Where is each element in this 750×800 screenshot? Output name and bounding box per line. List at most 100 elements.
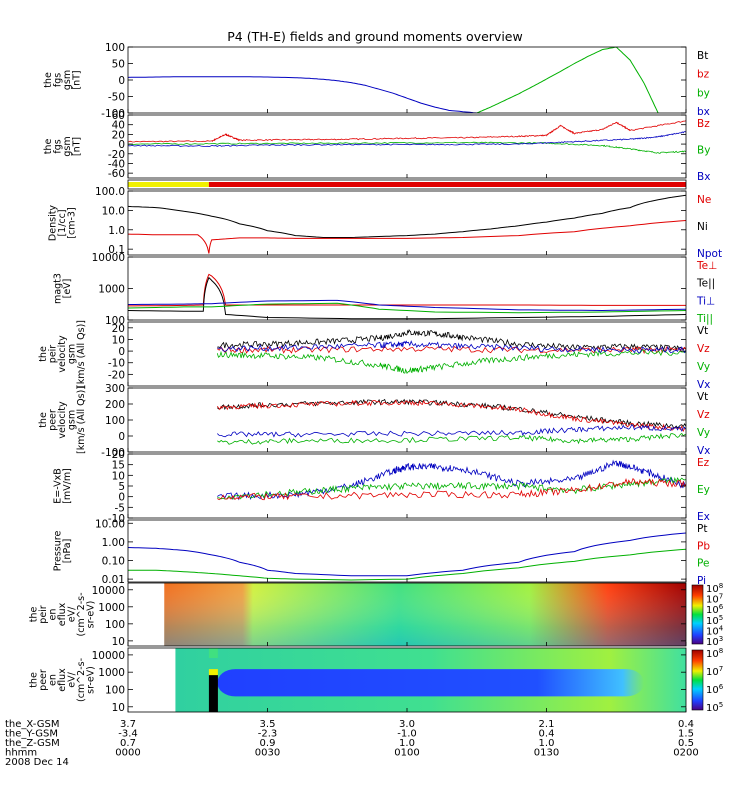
panel-frame <box>127 114 687 179</box>
y-axis-label-line: the <box>29 607 40 623</box>
panel-velocity_dsl: Vt Vz Vy Vx 300 200 100 0 -100 thepeervelocitygsm… <box>38 383 710 459</box>
series-line-Ti|| <box>128 302 686 314</box>
legend-entry: Ti⊥ <box>696 295 715 307</box>
y-axis-label-line: [cm-3] <box>67 207 78 238</box>
y-tick-label: -10 <box>108 358 125 370</box>
y-axis-label-line: peir <box>48 345 59 364</box>
y-axis-label-line: gsm <box>62 136 73 156</box>
legend-entry: Pi <box>697 575 706 587</box>
ephemeris-value: 0100 <box>394 748 419 759</box>
colorbar-tick-label: 106 <box>706 683 724 696</box>
y-tick-label: 1000 <box>98 667 125 679</box>
ephemeris-value: 2.1 <box>539 719 555 730</box>
colorbar-tick-label: 108 <box>706 647 723 660</box>
legend-entry: Pt <box>697 523 707 535</box>
y-axis-label: Density[1/cc][cm-3] <box>48 205 78 241</box>
y-tick-label: -10 <box>108 513 125 525</box>
y-axis-label-line: the <box>38 346 49 362</box>
y-tick-label: 10 <box>112 470 125 482</box>
panel-electron_spectrogram: 108 107 106 105 10000 1000 100 10 thepeereneflux… <box>29 647 724 714</box>
ephemeris-value: 1.5 <box>678 729 694 740</box>
ion-flux-shade <box>164 583 686 646</box>
y-axis-label-line: (cm^2-s- <box>76 658 87 702</box>
y-axis-label-line: [km/s (All Qs)] <box>76 386 87 454</box>
y-tick-label: 1000 <box>98 602 125 614</box>
legend-entry: Vy <box>697 427 710 439</box>
legend-entry: bx <box>697 106 710 118</box>
y-tick-label: 100 <box>105 684 125 696</box>
series-group <box>128 194 686 254</box>
series-line-Vx <box>217 424 686 438</box>
y-axis-label-line: peir <box>38 605 49 624</box>
legend-entry: Vx <box>697 445 710 457</box>
y-tick-label: 10000 <box>92 585 125 597</box>
y-tick-label: 20 <box>112 323 125 335</box>
y-axis-label: Pressure[nPa] <box>52 531 73 572</box>
ephemeris-value: -1.0 <box>397 729 417 740</box>
series-line-Vx <box>217 340 686 354</box>
y-axis-label-line: fgs <box>52 73 63 87</box>
status-segment <box>208 182 686 187</box>
y-axis-label-line: peer <box>38 669 49 691</box>
electron-gap-mark <box>208 669 218 676</box>
legend-entry: Vz <box>697 409 710 421</box>
series-line-Ni <box>128 194 686 238</box>
date-label: 2008 Dec 14 <box>5 757 69 768</box>
y-axis-label-line: E=-VxB <box>52 468 63 503</box>
y-tick-label: 10 <box>112 334 125 346</box>
y-tick-label: 20 <box>112 129 125 141</box>
y-tick-label: -20 <box>108 369 125 381</box>
legend-entry: Vz <box>697 343 710 355</box>
legend-entry: by <box>697 87 710 99</box>
y-axis-label-line: the <box>43 72 54 88</box>
y-tick-label: 200 <box>105 399 125 411</box>
legend-entry: Vy <box>697 361 710 373</box>
series-line-Ti⊥ <box>128 299 686 312</box>
ephemeris-label: hhmm <box>5 748 37 759</box>
y-tick-label: 100 <box>105 619 125 631</box>
legend-entry: Pb <box>697 540 710 552</box>
y-tick-label: 10.0 <box>102 205 125 217</box>
ephemeris-value: 3.0 <box>399 719 415 730</box>
y-axis-label-line: the <box>38 412 49 428</box>
legend-entry: Pe <box>697 558 709 570</box>
series-line-Vt <box>217 398 686 429</box>
series-line-by <box>476 47 659 113</box>
ephemeris-value: 0200 <box>673 748 698 759</box>
y-tick-label: 100 <box>105 415 125 427</box>
ephemeris-value: 1.0 <box>539 738 555 749</box>
ephemeris-value: -3.4 <box>118 729 138 740</box>
legend-entry: Ti|| <box>696 313 713 325</box>
ephemeris-value: 0.4 <box>678 719 694 730</box>
panel-pressure: Pt Pb Pe Pi 10.00 1.00 0.10 0.01 Pressure[nPa] <box>52 518 710 587</box>
colorbar <box>691 649 704 711</box>
y-tick-label: 100 <box>105 42 125 54</box>
series-line-Vy <box>217 432 686 445</box>
colorbar-tick-label: 105 <box>706 701 723 714</box>
y-tick-label: 10 <box>112 636 125 648</box>
y-axis-label-line: gsm <box>62 70 73 90</box>
ephemeris-value: 0130 <box>534 748 559 759</box>
series-group <box>128 532 686 581</box>
y-axis-label-line: [mV/m] <box>62 468 73 504</box>
series-line-Te|| <box>128 276 686 320</box>
y-axis-label-line: Density <box>48 205 59 241</box>
series-line-Ne <box>128 220 686 254</box>
y-axis-label: magt3[eV] <box>52 273 73 304</box>
y-tick-label: 0 <box>118 492 125 504</box>
legend-entry: Bt <box>697 50 708 62</box>
y-axis-label-line: velocity <box>57 401 68 439</box>
series-line-Bx <box>128 131 686 147</box>
ephemeris-value: 0.7 <box>120 738 136 749</box>
y-tick-label: -100 <box>101 108 125 120</box>
ephemeris-value: 0000 <box>115 748 140 759</box>
y-axis-label-line: magt3 <box>52 273 63 304</box>
y-tick-label: -20 <box>108 149 125 161</box>
y-tick-label: 10.00 <box>95 518 125 530</box>
series-line-Vt <box>217 329 686 352</box>
